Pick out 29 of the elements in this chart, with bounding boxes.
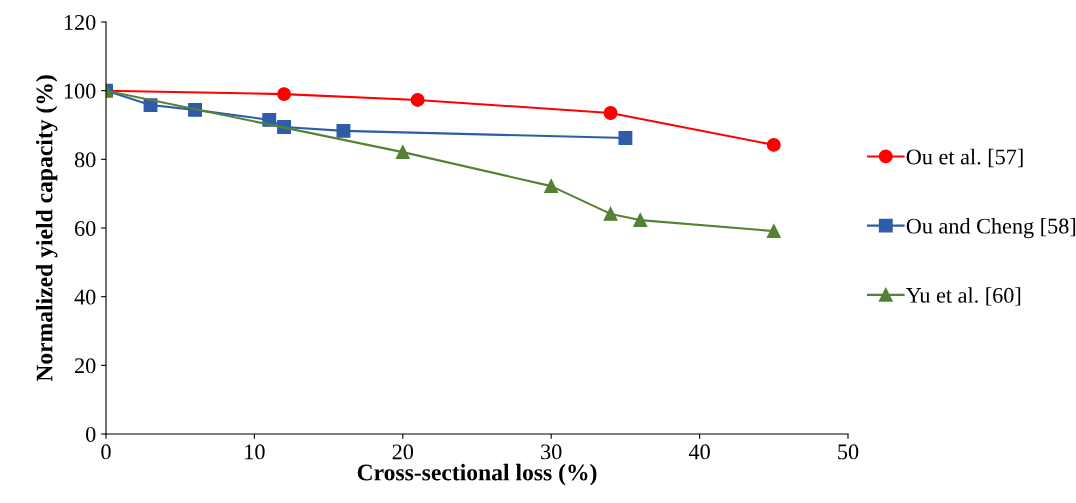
y-tick-label: 80	[74, 152, 96, 168]
y-tick-label: 20	[75, 358, 96, 374]
y-axis-title: Normalized yield capacity (%)	[35, 75, 58, 382]
y-tick-label: 40	[74, 289, 96, 305]
point	[336, 123, 351, 138]
y-tick-label: 120	[64, 14, 96, 30]
point	[618, 131, 633, 145]
x-tick-label: 20	[392, 444, 414, 460]
legend-label: Ou et al. [57]	[906, 148, 1023, 168]
x-axis-title: Cross-sectional loss (%)	[357, 463, 597, 486]
y-tick-label: 0	[86, 426, 96, 442]
x-tick-label: 10	[245, 444, 265, 460]
point	[603, 106, 618, 120]
point	[544, 179, 559, 194]
point	[766, 137, 781, 152]
point	[395, 145, 410, 160]
point	[633, 213, 648, 228]
legend-label: Ou and Cheng [58]	[906, 217, 1076, 239]
legend-label: Yu et al. [60]	[906, 287, 1021, 306]
x-tick-label: 40	[688, 444, 710, 460]
point	[603, 206, 618, 221]
x-tick-label: 0	[101, 444, 111, 460]
x-tick-label: 50	[838, 444, 859, 460]
point	[766, 224, 781, 239]
point	[277, 87, 292, 102]
y-tick-label: 60	[75, 220, 96, 236]
point	[410, 92, 425, 107]
x-tick-label: 30	[541, 444, 562, 460]
y-tick-label: 100	[64, 83, 96, 99]
